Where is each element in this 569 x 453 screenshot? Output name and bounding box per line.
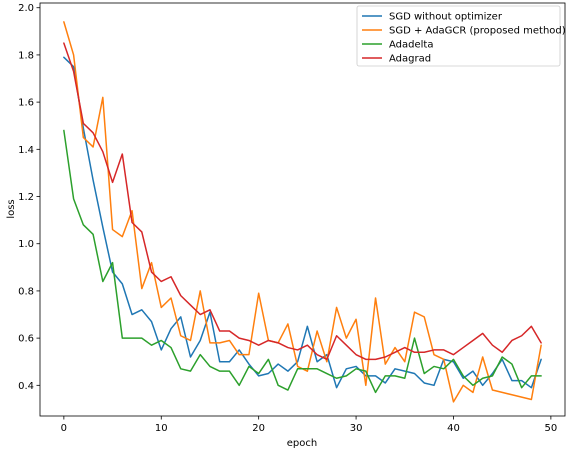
- y-axis-ticks: 0.4 0.6 0.8 1.0 1.2 1.4 1.6 1.8 2.0: [18, 3, 40, 392]
- y-tick-label: 1.4: [18, 145, 34, 156]
- x-tick-label: 30: [350, 423, 363, 434]
- legend-entry-label: Adagrad: [389, 54, 431, 65]
- legend-box: [356, 5, 561, 67]
- x-tick-label: 40: [447, 423, 460, 434]
- series-line-4: [63, 42, 542, 361]
- legend-entry-label: SGD without optimizer: [389, 12, 503, 23]
- series-line-1: [63, 56, 542, 389]
- y-tick-label: 1.0: [18, 239, 34, 250]
- legend-entry-label: Adadelta: [389, 40, 433, 51]
- series-layer: [63, 21, 542, 403]
- x-axis-label: epoch: [287, 438, 317, 449]
- y-tick-label: 1.6: [18, 98, 34, 109]
- y-tick-label: 2.0: [18, 3, 34, 14]
- x-tick-label: 0: [61, 423, 67, 434]
- x-tick-label: 20: [252, 423, 265, 434]
- x-axis-ticks: 0 10 20 30 40 50: [61, 416, 558, 434]
- x-tick-label: 10: [155, 423, 168, 434]
- y-tick-label: 1.2: [18, 192, 34, 203]
- x-tick-label: 50: [545, 423, 558, 434]
- y-tick-label: 0.6: [18, 334, 34, 345]
- legend-items: SGD without optimizer SGD + AdaGCR (propo…: [362, 12, 566, 65]
- series-line-3: [63, 129, 542, 394]
- legend-entry-label: SGD + AdaGCR (proposed method): [389, 26, 566, 37]
- legend: SGD without optimizer SGD + AdaGCR (propo…: [356, 5, 566, 67]
- y-axis-label: loss: [6, 199, 17, 218]
- y-tick-label: 0.8: [18, 286, 34, 297]
- y-tick-label: 1.8: [18, 50, 34, 61]
- y-tick-label: 0.4: [18, 381, 34, 392]
